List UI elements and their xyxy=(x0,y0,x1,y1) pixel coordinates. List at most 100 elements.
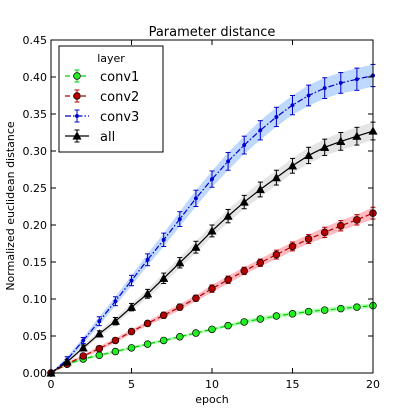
point-conv3 xyxy=(193,196,198,201)
point-conv3 xyxy=(177,217,182,222)
point-all xyxy=(78,343,88,352)
point-conv1 xyxy=(208,325,216,334)
point-conv3 xyxy=(209,177,215,182)
point-all xyxy=(175,258,185,267)
point-all xyxy=(352,131,362,140)
point-conv2 xyxy=(95,344,104,353)
point-conv3 xyxy=(161,237,166,242)
point-conv2 xyxy=(337,221,345,230)
x-tick-label: 15 xyxy=(286,378,300,391)
series-markers xyxy=(46,73,378,377)
y-tick-label: 0.10 xyxy=(23,293,48,306)
point-conv1 xyxy=(240,318,248,326)
legend-title: layer xyxy=(97,52,125,65)
y-tick-label: 0.20 xyxy=(23,219,48,232)
y-tick-label: 0.40 xyxy=(23,71,48,84)
legend-label-conv1: conv1 xyxy=(100,70,139,85)
line-conv1 xyxy=(50,305,374,374)
point-conv2 xyxy=(208,284,216,293)
y-axis-label: Normalized euclidean distance xyxy=(4,121,17,291)
point-conv3 xyxy=(113,299,118,304)
y-tick-label: 0.35 xyxy=(23,108,48,121)
legend-label-all: all xyxy=(100,130,115,145)
legend-marker-conv3 xyxy=(74,113,80,119)
x-tick-label: 5 xyxy=(128,378,135,391)
x-axis-label: epoch xyxy=(195,393,229,406)
point-all xyxy=(255,184,265,194)
line-conv3 xyxy=(50,74,374,374)
point-conv2 xyxy=(192,294,200,303)
point-all xyxy=(110,316,121,325)
point-conv1 xyxy=(337,304,345,313)
x-tick-label: 20 xyxy=(366,378,380,391)
point-conv1 xyxy=(176,332,184,341)
point-conv3 xyxy=(258,128,263,133)
point-all xyxy=(159,273,169,282)
point-conv2 xyxy=(176,303,184,311)
point-conv2 xyxy=(79,352,87,360)
point-conv2 xyxy=(353,216,361,224)
point-conv2 xyxy=(256,258,265,267)
point-conv1 xyxy=(159,336,168,345)
point-conv2 xyxy=(127,327,136,336)
point-conv3 xyxy=(306,93,311,98)
legend-marker-conv1 xyxy=(73,72,81,80)
point-all xyxy=(62,357,72,366)
y-tick-label: 0.30 xyxy=(23,145,48,158)
point-conv1 xyxy=(127,344,136,352)
y-axis-ticks: 0.00 0.05 0.10 0.15 0.20 0.25 0.30 0.35 0.40 0.45 xyxy=(23,34,373,380)
band-conv1 xyxy=(51,303,373,373)
point-all xyxy=(94,329,104,338)
point-conv1 xyxy=(320,306,329,314)
y-tick-label: 0.45 xyxy=(23,34,48,47)
y-tick-label: 0.05 xyxy=(23,330,48,343)
point-all xyxy=(287,161,298,170)
point-all xyxy=(126,302,137,311)
point-conv1 xyxy=(111,347,120,356)
point-conv3 xyxy=(354,77,359,82)
y-tick-label: 0.25 xyxy=(23,182,48,195)
point-conv2 xyxy=(288,242,297,251)
point-conv3 xyxy=(145,257,150,262)
y-tick-label: 0.15 xyxy=(23,256,48,269)
y-tick-label: 0.00 xyxy=(23,367,48,380)
point-conv2 xyxy=(320,228,329,237)
point-conv3 xyxy=(97,319,102,324)
point-conv2 xyxy=(159,311,168,320)
chart-title: Parameter distance xyxy=(149,25,276,40)
x-tick-label: 0 xyxy=(48,378,55,391)
point-conv3 xyxy=(129,278,134,283)
point-conv2 xyxy=(240,267,248,275)
point-all xyxy=(223,211,233,220)
point-conv1 xyxy=(143,340,152,348)
point-all xyxy=(336,136,346,145)
point-conv2 xyxy=(304,235,313,243)
legend: layer conv1 conv2 conv3 all xyxy=(58,45,164,153)
point-all xyxy=(191,242,201,251)
point-conv3 xyxy=(81,338,86,343)
point-conv1 xyxy=(304,307,313,316)
legend-marker-all xyxy=(72,131,82,140)
point-conv2 xyxy=(111,336,120,345)
point-conv3 xyxy=(242,143,247,148)
line-conv2 xyxy=(50,212,374,374)
point-conv3 xyxy=(322,86,327,91)
legend-label-conv2: conv2 xyxy=(100,90,139,105)
point-conv1 xyxy=(224,321,232,330)
point-conv2 xyxy=(272,250,281,259)
x-axis-ticks: 0 5 10 15 20 xyxy=(48,40,380,391)
point-conv3 xyxy=(274,114,279,120)
point-conv1 xyxy=(353,303,361,311)
point-all xyxy=(207,226,217,235)
point-all xyxy=(142,289,153,298)
point-conv2 xyxy=(224,276,232,284)
legend-marker-conv2 xyxy=(73,92,81,100)
point-conv1 xyxy=(256,315,265,323)
point-all xyxy=(303,150,314,160)
point-conv1 xyxy=(192,329,200,337)
point-conv2 xyxy=(143,319,152,328)
point-conv3 xyxy=(226,159,231,164)
point-conv1 xyxy=(272,312,281,320)
legend-entries: conv1 conv2 conv3 all xyxy=(65,69,139,145)
point-conv3 xyxy=(338,80,343,85)
